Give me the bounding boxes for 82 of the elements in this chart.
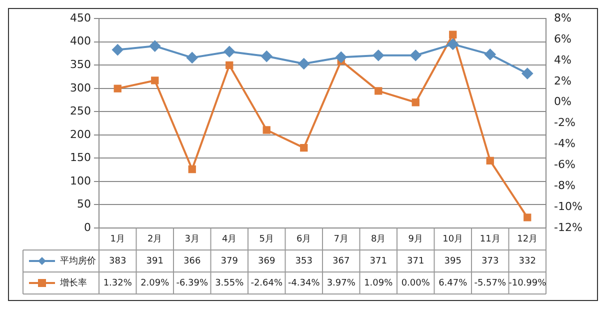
- data-label: 367: [332, 256, 350, 266]
- y2-tick-label: -8%: [554, 178, 576, 192]
- data-label: 395: [444, 256, 462, 266]
- x-tick-label: 6月: [296, 234, 312, 244]
- y2-tick-label: 4%: [554, 53, 572, 66]
- y2-tick-label: -12%: [554, 220, 582, 234]
- x-tick-label: 4月: [222, 234, 237, 244]
- x-tick-label: 1月: [110, 234, 125, 244]
- y-tick-label: 450: [70, 11, 91, 24]
- point: [524, 214, 532, 222]
- y-tick-label: 250: [70, 104, 91, 118]
- data-label: 0.00%: [401, 278, 430, 288]
- y-tick-label: 350: [70, 58, 91, 71]
- x-tick-label: 7月: [334, 234, 348, 244]
- point: [449, 30, 457, 38]
- point: [410, 50, 422, 61]
- point: [149, 40, 160, 52]
- y-tick-label: 0: [84, 220, 91, 234]
- data-label: -2.64%: [250, 278, 283, 288]
- data-label: 3.97%: [326, 278, 356, 288]
- point: [374, 87, 382, 95]
- y-tick-label: 200: [70, 128, 91, 141]
- point: [262, 126, 270, 134]
- x-tick-label: 11月: [480, 234, 500, 244]
- data-label: 373: [482, 256, 499, 266]
- x-tick-label: 9月: [408, 234, 423, 244]
- x-tick-label: 3月: [184, 234, 200, 244]
- x-tick-label: 10月: [442, 234, 464, 244]
- data-label: 371: [407, 256, 424, 266]
- y-tick-label: 300: [70, 81, 91, 94]
- point: [114, 84, 122, 92]
- y2-tick-label: -4%: [554, 137, 576, 150]
- y-tick-label: 100: [70, 174, 91, 188]
- point: [261, 50, 272, 62]
- y-tick-label: 50: [77, 198, 91, 211]
- x-tick-label: 2月: [148, 234, 162, 244]
- data-label: 1.32%: [103, 278, 132, 288]
- data-label: 371: [370, 256, 387, 266]
- y2-tick-label: -6%: [554, 158, 576, 172]
- point: [151, 76, 159, 84]
- point: [186, 52, 198, 64]
- data-label: 3.55%: [215, 278, 244, 288]
- point: [224, 46, 235, 58]
- data-label: 332: [518, 256, 536, 266]
- data-label: 6.47%: [438, 278, 468, 288]
- point: [226, 61, 234, 70]
- data-label: 369: [258, 256, 276, 266]
- y2-tick-label: 0%: [554, 95, 572, 108]
- x-tick-label: 5月: [259, 234, 274, 244]
- y2-tick-label: -10%: [554, 200, 582, 213]
- point: [522, 68, 533, 80]
- x-tick-label: 12月: [517, 234, 538, 244]
- data-label: 1.09%: [364, 278, 394, 288]
- data-label: 391: [146, 256, 164, 266]
- data-label: -4.34%: [288, 278, 320, 288]
- data-label: 353: [295, 256, 312, 266]
- data-label: 2.09%: [140, 278, 170, 288]
- x-tick-label: 8月: [371, 234, 386, 244]
- point: [484, 48, 496, 60]
- point: [372, 50, 384, 61]
- legend-label: 增长率: [59, 277, 87, 288]
- data-label: 366: [184, 256, 201, 266]
- point: [486, 156, 494, 165]
- data-label: 383: [109, 256, 126, 266]
- y-tick-label: 400: [70, 34, 91, 48]
- point: [447, 38, 458, 50]
- y2-tick-label: 2%: [554, 74, 572, 88]
- point: [300, 144, 308, 152]
- data-label: -5.57%: [474, 278, 506, 288]
- point: [412, 98, 420, 106]
- point: [336, 52, 347, 63]
- legend-label: 平均房价: [60, 255, 96, 266]
- y2-tick-label: -2%: [554, 116, 576, 130]
- point: [112, 44, 124, 56]
- point: [188, 165, 196, 174]
- data-label: 379: [220, 256, 238, 266]
- y2-tick-label: 6%: [554, 32, 572, 46]
- data-label: -10.99%: [508, 278, 547, 288]
- point: [298, 58, 310, 70]
- y-tick-label: 150: [70, 151, 91, 164]
- y2-tick-label: 8%: [554, 11, 572, 24]
- data-label: -6.39%: [176, 278, 208, 288]
